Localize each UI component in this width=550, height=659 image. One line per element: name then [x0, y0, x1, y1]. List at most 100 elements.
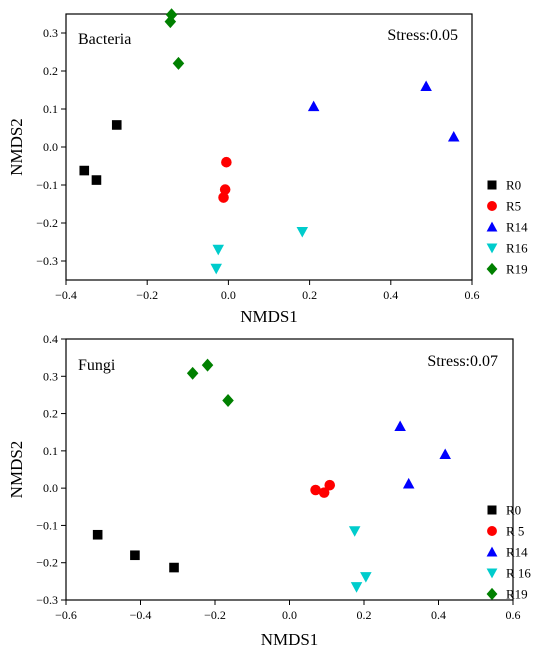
legend-label: R 5	[506, 524, 524, 539]
data-point	[360, 572, 372, 583]
panel-label: Fungi	[78, 357, 116, 374]
y-tick-label: 0.3	[43, 369, 58, 383]
legend-label: R5	[506, 199, 521, 214]
plot-frame	[65, 338, 514, 601]
series-r16	[348, 526, 372, 593]
y-tick-label: 0.2	[43, 64, 58, 78]
data-point	[91, 175, 102, 185]
data-point	[439, 448, 451, 460]
y-tick-label: 0.4	[43, 332, 58, 346]
data-point	[169, 562, 179, 573]
legend-marker	[486, 221, 498, 232]
stress-value: Stress:0.05	[387, 27, 458, 44]
data-point	[79, 165, 90, 176]
x-tick-label: 0.6	[506, 608, 521, 622]
x-tick-label: 0.6	[465, 288, 480, 302]
legend-marker	[487, 505, 497, 515]
data-point	[186, 366, 199, 380]
x-axis-label: NMDS1	[240, 307, 298, 326]
data-point	[324, 479, 336, 491]
data-point	[212, 244, 225, 256]
plot-frame	[65, 13, 473, 281]
data-point	[130, 550, 140, 561]
x-tick-label: −0.4	[55, 288, 77, 302]
chart-panel-bacteria: −0.4 −0.2 0.0 0.2 0.4 0.6 −0.3 −0.2 −0.1 0.0 0.1 0.…	[7, 8, 528, 326]
series-r5	[218, 156, 232, 203]
y-axis-label: NMDS2	[7, 441, 26, 499]
x-tick-label: 0.4	[383, 288, 398, 302]
x-tick-label: −0.4	[130, 608, 152, 622]
data-point	[201, 358, 214, 372]
data-point	[221, 156, 232, 168]
legend-label: R 16	[506, 566, 531, 581]
y-tick-label: −0.1	[36, 178, 58, 192]
data-point	[318, 487, 330, 498]
data-point	[447, 130, 460, 142]
legend: R0 R5 R14 R16 R19	[486, 178, 528, 277]
data-point	[164, 15, 177, 29]
legend-marker	[487, 526, 497, 536]
panel-label: Bacteria	[78, 31, 131, 48]
x-tick-label: 0.0	[221, 288, 236, 302]
series-r14	[394, 420, 451, 489]
data-point	[348, 526, 361, 537]
legend-label: R19	[506, 262, 528, 277]
y-tick-label: 0.0	[43, 140, 58, 154]
data-point	[402, 477, 415, 489]
x-tick-label: −0.2	[136, 288, 158, 302]
data-point	[222, 394, 234, 408]
series-r19	[164, 8, 185, 70]
data-point	[172, 56, 185, 70]
legend-label: R0	[506, 178, 521, 193]
series-r14	[307, 80, 460, 142]
data-point	[310, 484, 321, 496]
legend-marker	[486, 243, 498, 254]
y-tick-label: 0.1	[43, 444, 58, 458]
y-tick-label: −0.2	[36, 216, 58, 230]
legend-marker	[487, 180, 497, 190]
y-axis-label: NMDS2	[7, 118, 26, 176]
legend-marker	[486, 587, 498, 601]
legend-marker	[487, 201, 497, 211]
data-point	[218, 192, 229, 203]
y-tick-label: 0.3	[43, 26, 58, 40]
stress-value: Stress:0.07	[427, 353, 498, 370]
x-tick-label: 0.2	[302, 288, 317, 302]
x-tick-label: −0.2	[204, 608, 226, 622]
series-r0	[92, 529, 179, 573]
x-axis-label: NMDS1	[261, 630, 319, 649]
x-tick-label: 0.2	[357, 608, 372, 622]
data-point	[420, 80, 432, 91]
data-point	[92, 529, 103, 540]
y-tick-label: 0.0	[43, 481, 58, 495]
legend-label: R19	[506, 587, 528, 602]
x-tick-label: 0.0	[282, 608, 297, 622]
series-r5	[310, 479, 336, 498]
legend-label: R14	[506, 220, 528, 235]
legend-label: R0	[506, 503, 521, 518]
legend-marker	[486, 262, 498, 276]
data-point	[111, 120, 122, 130]
legend-marker	[486, 546, 498, 557]
x-tick-label: −0.6	[55, 608, 77, 622]
series-r19	[186, 358, 234, 408]
legend-label: R16	[506, 241, 528, 256]
y-tick-label: 0.2	[43, 407, 58, 421]
data-point	[296, 226, 309, 238]
data-point	[307, 100, 320, 112]
data-point	[350, 582, 363, 593]
y-tick-label: 0.1	[43, 102, 58, 116]
data-point	[394, 420, 406, 432]
series-r0	[79, 120, 122, 185]
y-tick-label: −0.3	[36, 254, 58, 268]
x-tick-label: 0.4	[431, 608, 446, 622]
legend-marker	[486, 568, 498, 579]
data-point	[210, 263, 222, 275]
y-tick-label: −0.3	[36, 593, 58, 607]
chart-panel-fungi: −0.6 −0.4 −0.2 0.0 0.2 0.4 0.6 −0.3 −0.2 −0.1 0.0 0…	[7, 332, 531, 649]
legend: R0 R 5 R14 R 16 R19	[486, 503, 531, 602]
y-tick-label: −0.2	[36, 556, 58, 570]
data-point	[219, 184, 231, 195]
series-r16	[210, 226, 309, 275]
